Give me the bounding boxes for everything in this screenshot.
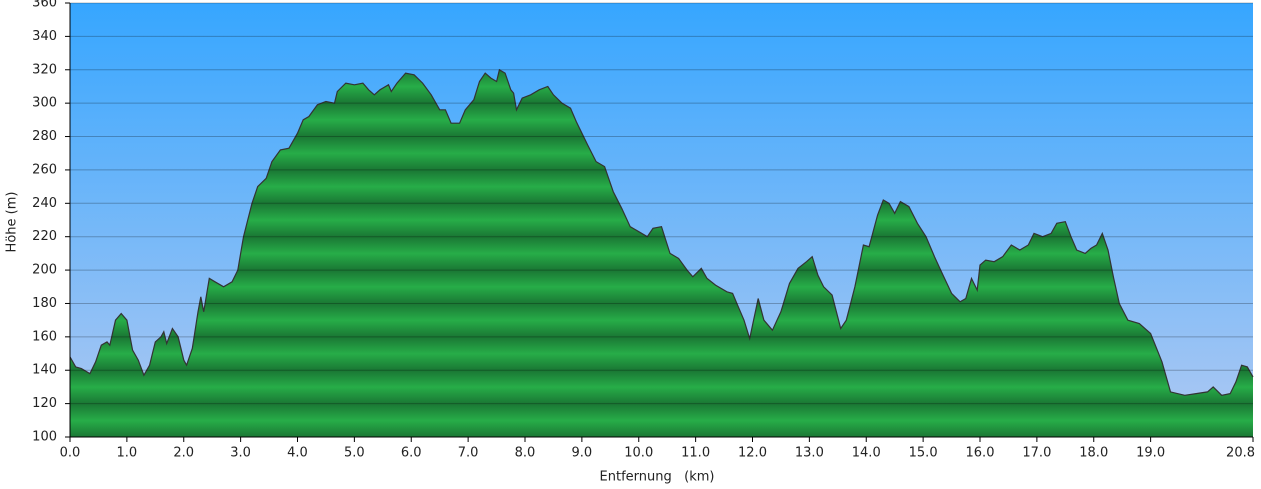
x-tick-label: 17.0 xyxy=(1022,446,1051,461)
x-tick-label: 0.0 xyxy=(60,446,81,461)
y-tick-label: 220 xyxy=(32,229,57,244)
y-tick-label: 300 xyxy=(32,96,57,111)
x-tick-label: 1.0 xyxy=(117,446,138,461)
x-tick-label: 5.0 xyxy=(344,446,365,461)
y-tick-label: 200 xyxy=(32,263,57,278)
x-tick-label: 2.0 xyxy=(173,446,194,461)
x-tick-label: 6.0 xyxy=(401,446,422,461)
y-tick-label: 180 xyxy=(32,296,57,311)
x-tick-label: 14.0 xyxy=(852,446,881,461)
y-axis-label: Höhe (m) xyxy=(5,192,20,253)
x-axis-label: Entfernung (km) xyxy=(600,470,715,485)
y-tick-label: 320 xyxy=(32,62,57,77)
y-tick-label: 280 xyxy=(32,129,57,144)
x-tick-label: 9.0 xyxy=(572,446,593,461)
x-tick-label: 8.0 xyxy=(515,446,536,461)
elevation-line xyxy=(69,68,1254,396)
x-tick-label: 19.0 xyxy=(1136,446,1165,461)
x-tick-label: 11.0 xyxy=(681,446,710,461)
x-tick-label: 4.0 xyxy=(287,446,308,461)
y-tick-label: 160 xyxy=(32,329,57,344)
y-tick-label: 100 xyxy=(32,430,57,445)
x-tick-label: 3.0 xyxy=(230,446,251,461)
y-tick-label: 360 xyxy=(32,0,57,11)
x-tick-label: 10.0 xyxy=(624,446,653,461)
x-tick-label: 13.0 xyxy=(795,446,824,461)
x-tick-label: 20.8 xyxy=(1226,446,1255,461)
y-tick-label: 240 xyxy=(32,196,57,211)
area-fill xyxy=(70,69,1253,438)
x-tick-label: 7.0 xyxy=(458,446,479,461)
y-tick-label: 120 xyxy=(32,396,57,411)
x-tick-label: 16.0 xyxy=(966,446,995,461)
x-tick-label: 18.0 xyxy=(1079,446,1108,461)
x-tick-label: 15.0 xyxy=(909,446,938,461)
y-tick-label: 140 xyxy=(32,363,57,378)
x-tick-label: 12.0 xyxy=(738,446,767,461)
y-tick-label: 260 xyxy=(32,162,57,177)
y-tick-label: 340 xyxy=(32,29,57,44)
